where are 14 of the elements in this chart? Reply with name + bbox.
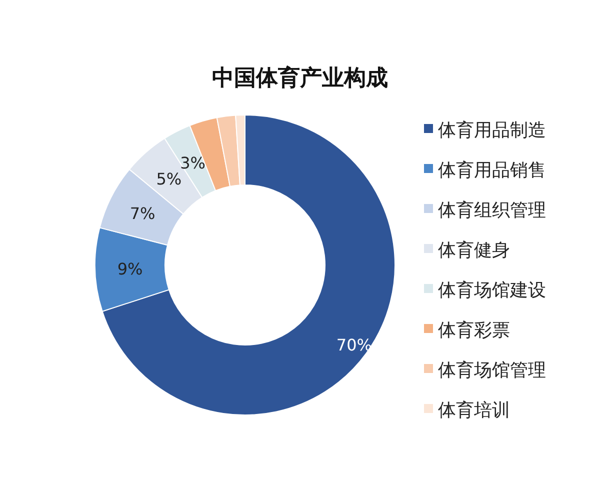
legend-label: 体育健身 [438,240,510,261]
legend-label: 体育场馆建设 [438,280,546,301]
data-label: 9% [117,260,143,279]
data-label: 5% [156,170,182,189]
legend-label: 体育培训 [438,400,510,421]
legend-label: 体育场馆管理 [438,360,546,381]
legend-label: 体育组织管理 [438,200,546,221]
data-label: 3% [180,154,206,173]
chart-title: 中国体育产业构成 [212,65,388,91]
legend-label: 体育用品销售 [438,160,546,181]
legend-label: 体育彩票 [438,320,510,341]
data-label: 7% [130,204,156,223]
data-label: 70% [336,335,372,354]
legend-label: 体育用品制造 [438,120,546,141]
